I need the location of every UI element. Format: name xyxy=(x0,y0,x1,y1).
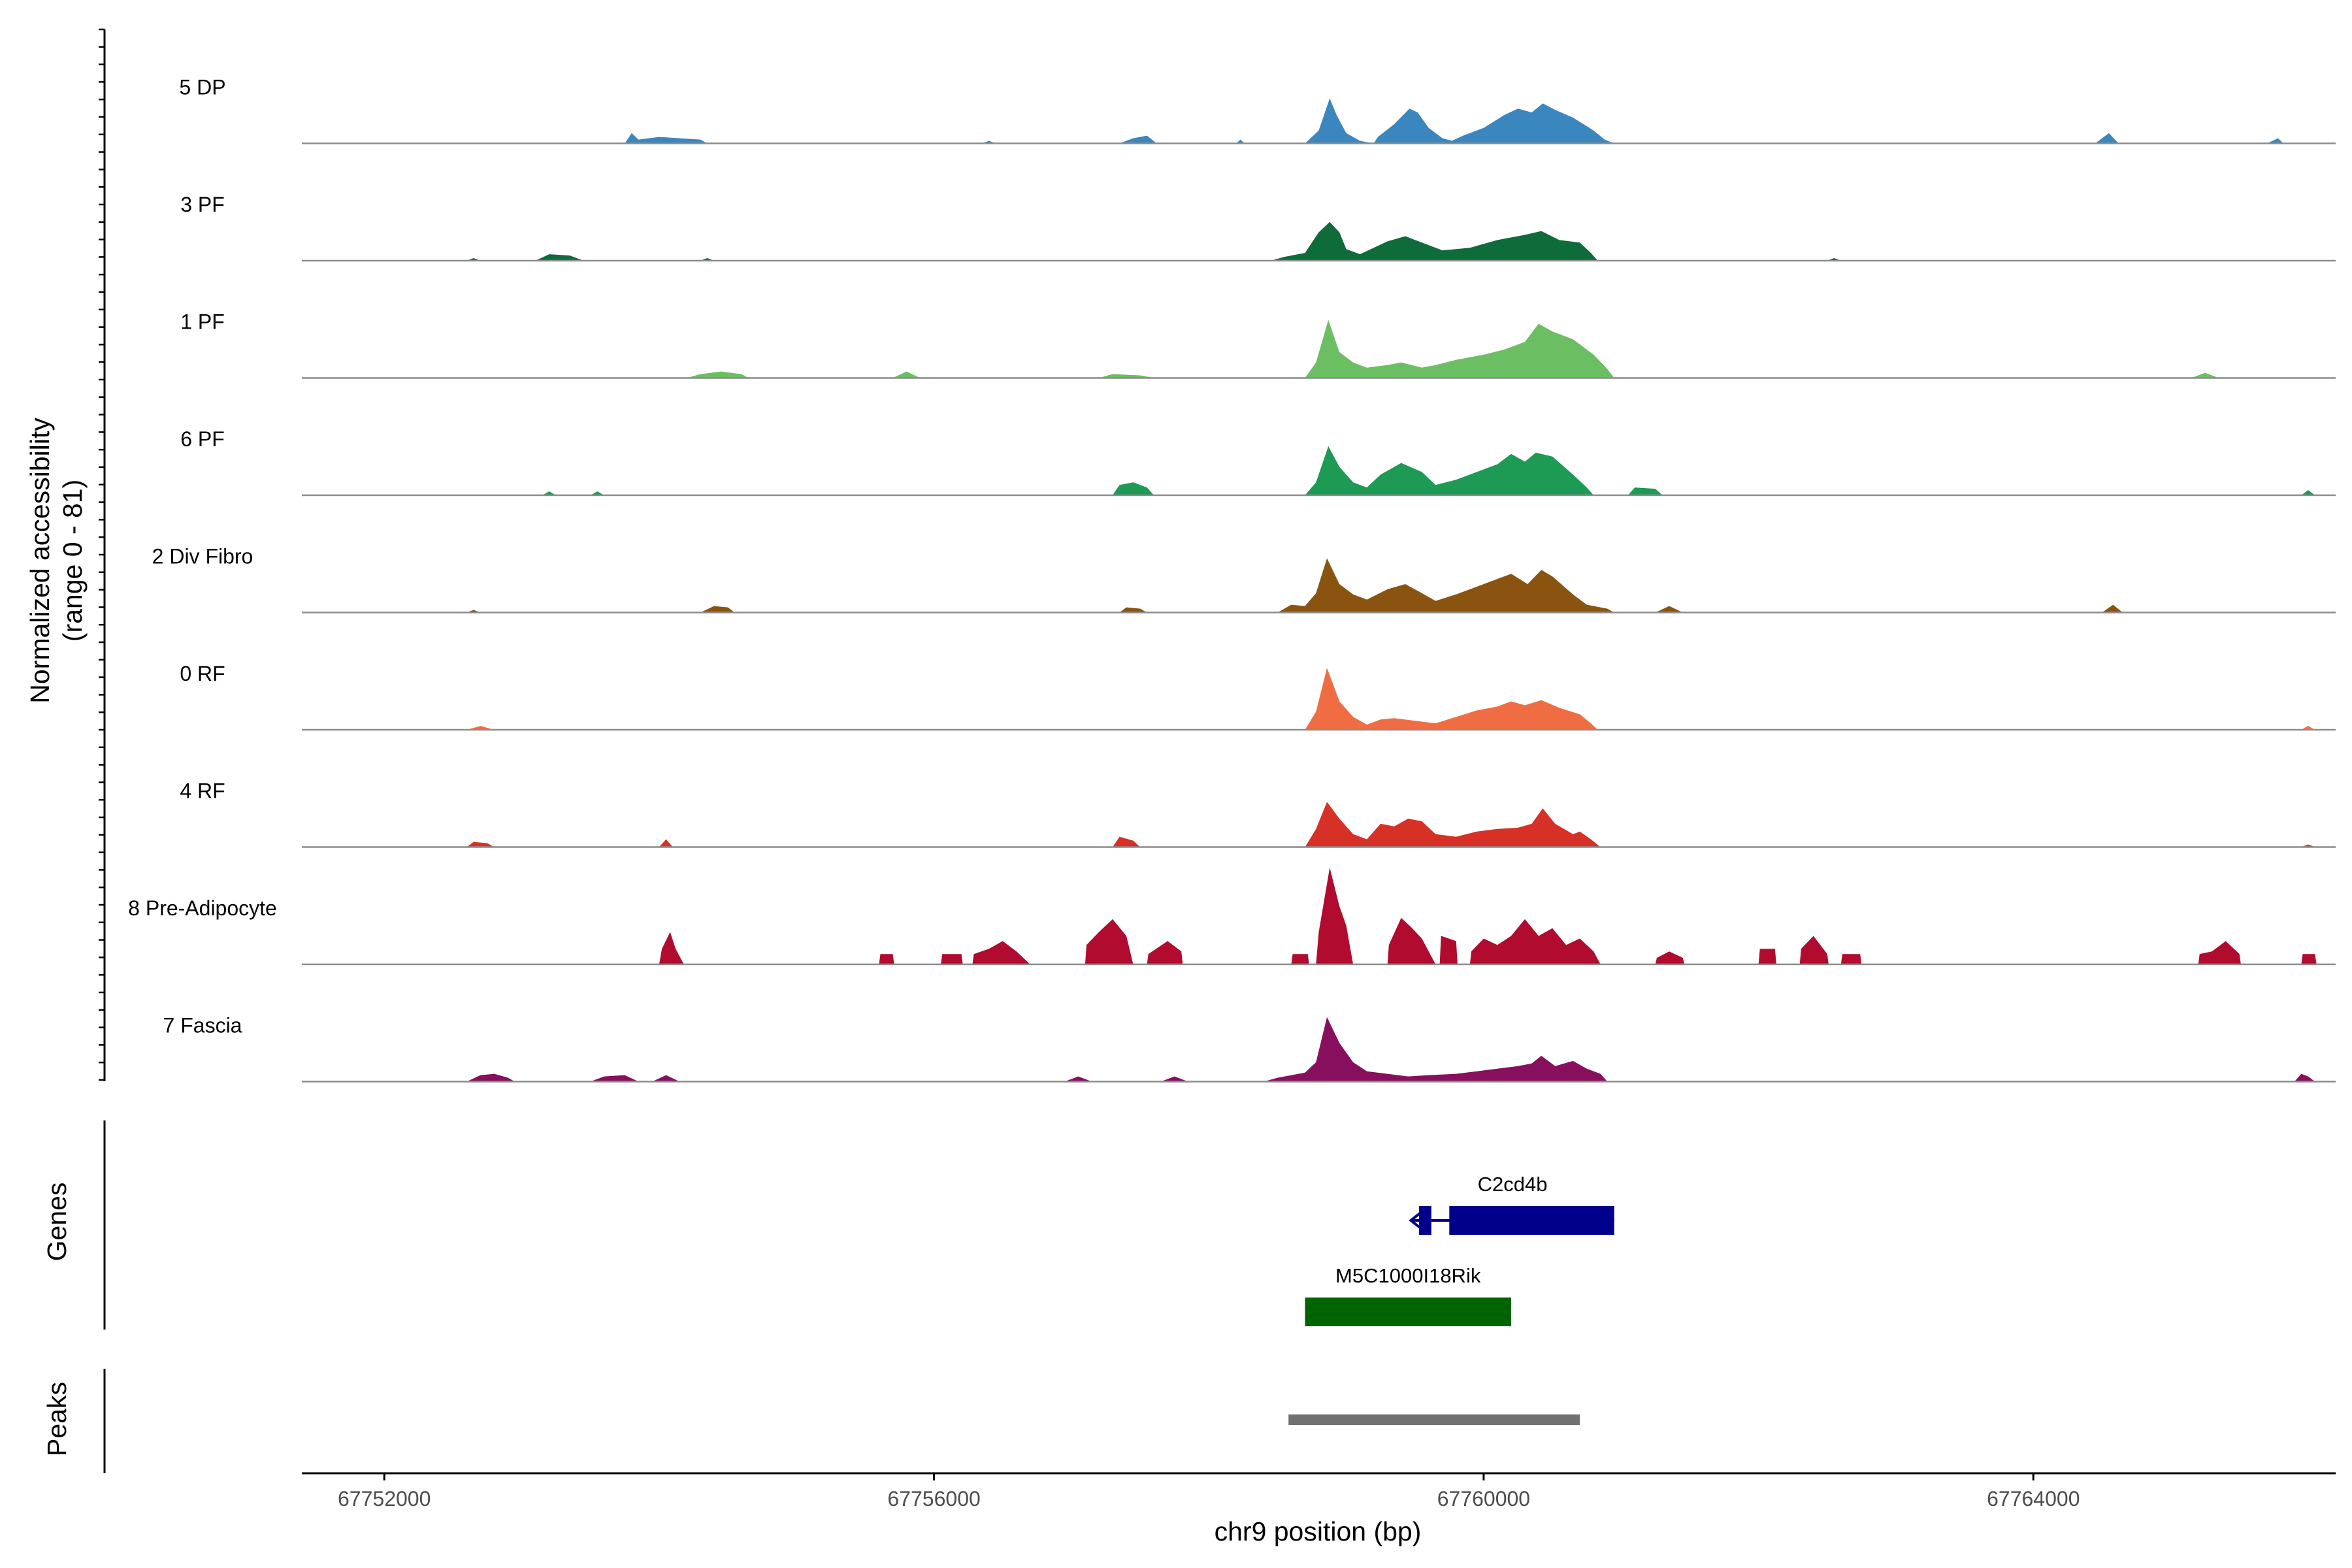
track-label-6-pf: 6 PF xyxy=(180,427,225,451)
track-label-0-rf: 0 RF xyxy=(180,662,225,685)
y-axis-title-line2: (range 0 - 81) xyxy=(57,480,88,642)
coverage-area-5-dp xyxy=(625,98,2284,144)
x-tick-label: 67752000 xyxy=(338,1487,431,1511)
coverage-area-7-fascia xyxy=(466,1017,2315,1082)
accessibility-axis xyxy=(99,28,106,1081)
coverage-area-4-rf xyxy=(466,802,2315,847)
y-axis-title-line1: Normalized accessibility xyxy=(25,417,55,704)
peak-region xyxy=(1288,1414,1580,1425)
track-label-3-pf: 3 PF xyxy=(180,193,225,216)
coverage-area-3-pf xyxy=(466,221,1841,261)
coverage-area-2-div-fibro xyxy=(466,558,2123,613)
gene-strand-arrow xyxy=(1409,1212,1421,1229)
track-label-8-pre-adipocyte: 8 Pre-Adipocyte xyxy=(128,896,277,920)
x-tick-label: 67756000 xyxy=(887,1487,980,1511)
track-label-4-rf: 4 RF xyxy=(180,779,225,803)
gene-exon-m5c1000i18rik xyxy=(1305,1298,1511,1326)
coverage-tracks: 5 DP 3 PF 1 PF 6 PF 2 Div Fibro 0 RF 4 RF 8 Pre… xyxy=(128,76,2336,1083)
x-axis-title: chr9 position (bp) xyxy=(1215,1516,1422,1546)
x-tick-label: 67764000 xyxy=(1987,1487,2080,1511)
track-label-2-div-fibro: 2 Div Fibro xyxy=(152,545,253,568)
gene-exon-c2cd4b xyxy=(1419,1206,1431,1235)
coverage-area-0-rf xyxy=(466,668,2315,730)
genes-axis-title: Genes xyxy=(42,1183,72,1262)
peak-panel xyxy=(103,1369,1580,1473)
gene-label-c2cd4b: C2cd4b xyxy=(1478,1173,1548,1196)
peaks-axis-title: Peaks xyxy=(42,1382,72,1456)
track-label-7-fascia: 7 Fascia xyxy=(163,1014,242,1037)
track-label-1-pf: 1 PF xyxy=(180,310,225,334)
coverage-area-1-pf xyxy=(686,319,2219,378)
coverage-area-8-pre-adipocyte xyxy=(659,867,2317,964)
x-tick-label: 67760000 xyxy=(1437,1487,1530,1511)
coverage-area-6-pf xyxy=(542,446,2315,495)
gene-exon-c2cd4b xyxy=(1449,1206,1614,1235)
track-label-5-dp: 5 DP xyxy=(179,76,225,99)
gene-panel: C2cd4b M5C1000I18Rik xyxy=(103,1120,1614,1330)
x-axis: 67752000 67756000 67760000 67764000 xyxy=(302,1472,2336,1511)
gene-label-m5c1000i18rik: M5C1000I18Rik xyxy=(1335,1264,1481,1287)
